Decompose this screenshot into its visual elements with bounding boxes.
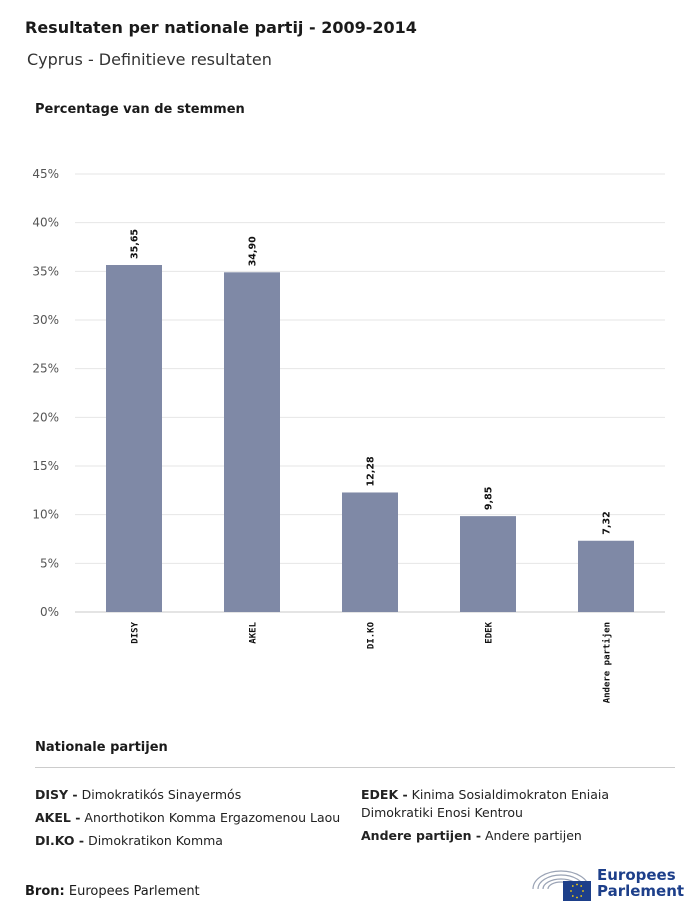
legend-title: Nationale partijen — [35, 740, 168, 755]
legend-abbr: Andere partijen - — [361, 828, 482, 843]
legend-entry-akel: AKEL - Anorthotikon Komma Ergazomenou La… — [35, 809, 345, 827]
european-parliament-logo: Europees Parlement — [530, 863, 684, 903]
y-tick-label: 35% — [32, 264, 59, 278]
x-tick-label: DISY — [131, 621, 141, 643]
legend-entry-disy: DISY - Dimokratikós Sinayermós — [35, 786, 345, 804]
data-label: 9,85 — [484, 487, 495, 510]
bar — [224, 272, 280, 612]
y-tick-label: 30% — [32, 313, 59, 327]
data-label: 12,28 — [366, 456, 377, 486]
y-tick-label: 20% — [32, 410, 59, 424]
legend-name: Dimokratikon Komma — [88, 833, 223, 848]
legend-name: Anorthotikon Komma Ergazomenou Laou — [84, 810, 341, 825]
y-tick-label: 25% — [32, 362, 59, 376]
bar — [578, 540, 634, 612]
logo-line-2: Parlement — [597, 882, 685, 900]
x-tick-label: DI.KO — [367, 621, 377, 649]
legend-abbr: DI.KO - — [35, 833, 85, 848]
logo-text: Europees Parlement — [597, 867, 684, 899]
x-tick-label: Andere partijen — [602, 622, 613, 703]
legend-name: Dimokratikós Sinayermós — [81, 787, 242, 802]
legend-entry-diko: DI.KO - Dimokratikon Komma — [35, 832, 345, 850]
eu-flag-icon — [563, 881, 591, 901]
page-title: Resultaten per nationale partij - 2009-2… — [25, 18, 417, 37]
y-axis-label: Percentage van de stemmen — [35, 102, 245, 117]
logo-line-1: Europees — [597, 866, 676, 884]
data-label: 34,90 — [248, 236, 259, 266]
legend-abbr: EDEK - — [361, 787, 408, 802]
y-tick-label: 15% — [32, 459, 59, 473]
legend-name: Andere partijen — [485, 828, 582, 843]
page-subtitle: Cyprus - Definitieve resultaten — [27, 50, 272, 69]
bar — [460, 516, 516, 612]
y-tick-label: 0% — [40, 605, 59, 619]
legend-entry-edek: EDEK - Kinima Sosialdimokraton Eniaia Di… — [361, 786, 676, 822]
legend-abbr: AKEL - — [35, 810, 81, 825]
european-parliament-hemicycle-icon — [532, 870, 591, 901]
x-tick-label: AKEL — [249, 621, 259, 643]
data-label: 35,65 — [130, 229, 141, 259]
legend-abbr: DISY - — [35, 787, 78, 802]
y-tick-label: 10% — [32, 508, 59, 522]
legend-name: Kinima Sosialdimokraton Eniaia Dimokrati… — [361, 787, 610, 820]
bar-chart: 0% 5% 10% 15% 20% 25% 30% 35% 40% 45% 35,65 DISY 34,… — [32, 167, 665, 703]
data-label: 7,32 — [602, 511, 613, 534]
y-tick-label: 40% — [32, 216, 59, 230]
bar — [106, 265, 162, 612]
legend-entry-andere: Andere partijen - Andere partijen — [361, 827, 676, 845]
legend-column-right: EDEK - Kinima Sosialdimokraton Eniaia Di… — [361, 786, 676, 850]
source-label: Bron: — [25, 884, 65, 899]
y-tick-label: 5% — [40, 556, 59, 570]
legend-divider — [35, 767, 675, 768]
source-value: Europees Parlement — [68, 884, 200, 899]
bar — [342, 492, 398, 612]
x-tick-label: EDEK — [485, 621, 495, 643]
y-tick-label: 45% — [32, 167, 59, 181]
legend-column-left: DISY - Dimokratikós Sinayermós AKEL - An… — [35, 786, 345, 855]
source-line: Bron: Europees Parlement — [25, 884, 200, 899]
